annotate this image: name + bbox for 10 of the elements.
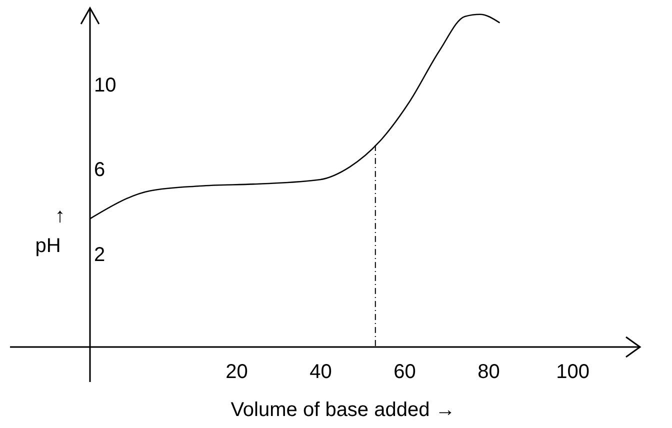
x-axis-title: Volume of base added → bbox=[230, 399, 456, 421]
x-tick-label: 40 bbox=[310, 361, 332, 383]
x-tick-label: 60 bbox=[394, 361, 416, 383]
y-axis-title: ↑ pH bbox=[35, 205, 65, 257]
x-tick-label: 100 bbox=[556, 361, 590, 383]
x-tick-label: 80 bbox=[478, 361, 500, 383]
y-tick-label: 2 bbox=[94, 244, 106, 266]
x-tick-label: 20 bbox=[226, 361, 248, 383]
y-tick-label: 6 bbox=[94, 159, 106, 182]
y-tick-label: 10 bbox=[94, 74, 116, 96]
